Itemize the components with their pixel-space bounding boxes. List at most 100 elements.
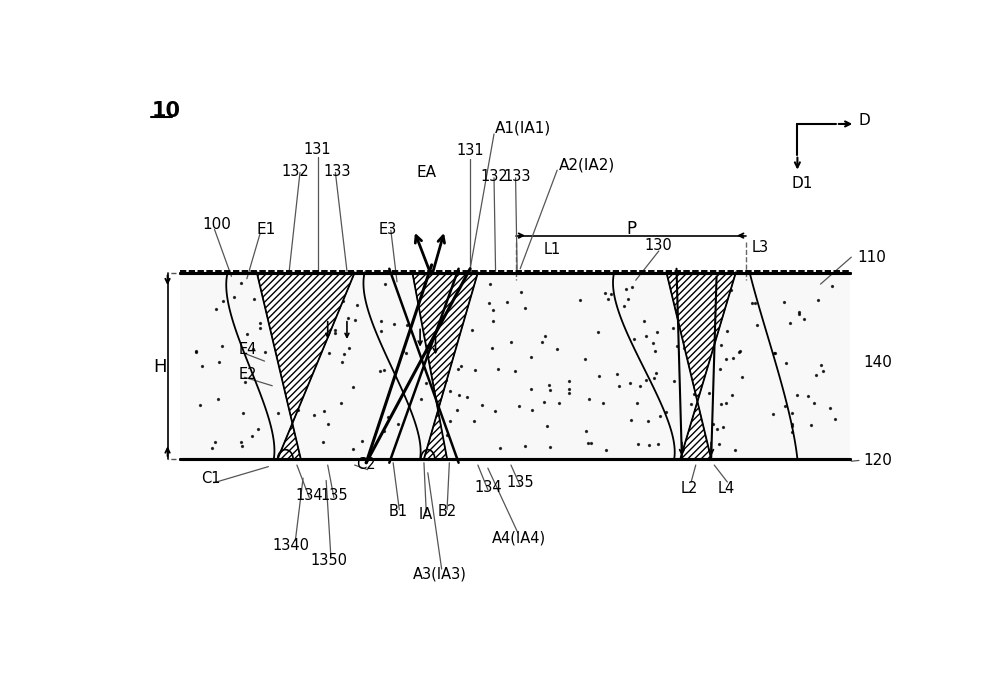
Point	[376, 426, 392, 437]
Text: L2: L2	[681, 481, 698, 496]
Point	[638, 330, 654, 341]
Point	[277, 333, 293, 343]
Point	[377, 279, 393, 290]
Point	[215, 295, 231, 306]
Point	[283, 354, 299, 365]
Point	[734, 372, 750, 383]
Point	[398, 347, 414, 358]
Point	[252, 318, 268, 328]
Polygon shape	[257, 273, 355, 459]
Text: 131: 131	[456, 143, 484, 158]
Point	[327, 324, 343, 335]
Point	[487, 406, 503, 417]
Point	[641, 439, 657, 450]
Point	[718, 354, 734, 364]
Point	[442, 386, 458, 396]
Point	[597, 288, 613, 299]
Point	[683, 398, 699, 409]
Point	[320, 418, 336, 429]
Point	[648, 368, 664, 379]
Text: 100: 100	[202, 218, 231, 233]
Point	[428, 355, 444, 366]
Point	[650, 439, 666, 450]
Point	[723, 285, 739, 296]
Point	[270, 407, 286, 418]
Text: D1: D1	[791, 175, 813, 190]
Point	[676, 343, 692, 354]
Polygon shape	[412, 273, 478, 459]
Point	[603, 289, 619, 300]
Point	[233, 277, 249, 288]
Point	[813, 360, 829, 371]
Point	[689, 316, 705, 327]
Point	[698, 354, 714, 365]
Point	[315, 437, 331, 447]
Point	[620, 293, 636, 304]
Point	[583, 437, 599, 448]
Text: 134: 134	[474, 480, 502, 495]
Text: A4(IA4): A4(IA4)	[492, 530, 546, 546]
Point	[451, 390, 467, 401]
Point	[561, 388, 577, 398]
Text: L3: L3	[752, 239, 769, 254]
Point	[499, 296, 515, 307]
Point	[629, 398, 645, 409]
Point	[791, 307, 807, 318]
Point	[335, 296, 351, 307]
Text: 134: 134	[295, 488, 323, 503]
Point	[727, 444, 743, 455]
Point	[791, 309, 807, 320]
Text: 120: 120	[863, 453, 892, 468]
Point	[306, 410, 322, 421]
Text: E2: E2	[238, 367, 257, 381]
Point	[386, 319, 402, 330]
Point	[492, 443, 508, 454]
Point	[581, 393, 597, 404]
Point	[376, 364, 392, 375]
Point	[204, 443, 220, 454]
Point	[442, 416, 458, 427]
Point	[749, 320, 765, 330]
Text: C1: C1	[201, 471, 220, 486]
Text: C2: C2	[356, 457, 376, 472]
Point	[449, 405, 465, 415]
Text: 132: 132	[480, 169, 508, 184]
Point	[616, 301, 632, 312]
Point	[226, 292, 242, 303]
Point	[380, 412, 396, 423]
Point	[719, 326, 735, 337]
Point	[713, 398, 729, 409]
Point	[282, 339, 298, 350]
Point	[276, 371, 292, 381]
Point	[354, 436, 370, 447]
Point	[474, 399, 490, 410]
Point	[481, 297, 497, 308]
Point	[320, 316, 336, 326]
Point	[523, 352, 539, 362]
Point	[290, 405, 306, 416]
Point	[600, 293, 616, 304]
Point	[590, 326, 606, 337]
Text: A1(IA1): A1(IA1)	[495, 120, 551, 135]
Point	[539, 421, 555, 432]
Point	[467, 365, 483, 376]
Point	[453, 361, 469, 372]
Point	[192, 399, 208, 410]
Point	[305, 293, 321, 304]
Point	[551, 398, 567, 409]
Point	[211, 356, 227, 367]
Point	[327, 328, 343, 339]
Text: 135: 135	[320, 488, 348, 503]
Point	[706, 291, 722, 302]
Point	[747, 298, 763, 309]
Point	[713, 339, 729, 350]
Point	[784, 426, 800, 437]
Point	[287, 371, 303, 382]
Point	[822, 403, 838, 413]
Point	[485, 316, 501, 326]
Point	[463, 286, 479, 296]
Point	[725, 353, 741, 364]
Point	[246, 294, 262, 305]
Text: E1: E1	[257, 222, 276, 237]
Point	[632, 380, 648, 391]
